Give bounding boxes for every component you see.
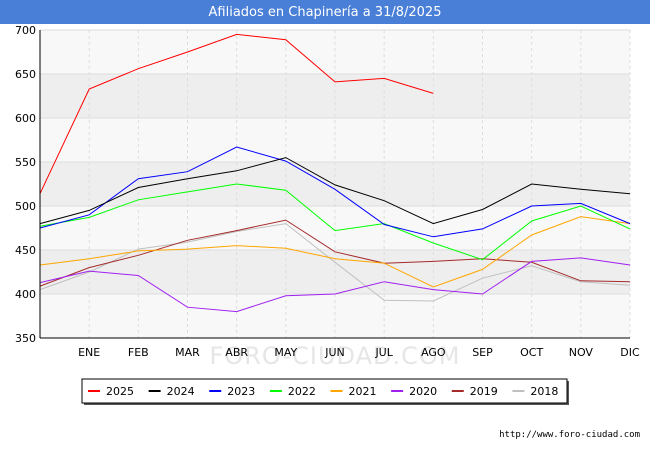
x-tick-label: JUN: [324, 346, 345, 359]
x-tick-label: MAR: [175, 346, 200, 359]
x-tick-label: DIC: [620, 346, 640, 359]
y-tick-label: 400: [15, 288, 36, 301]
source-url: http://www.foro-ciudad.com: [499, 430, 640, 440]
x-tick-label: SEP: [472, 346, 493, 359]
series-line-2021: [39, 216, 631, 288]
series-line-2018: [39, 223, 631, 302]
legend: 2025 2024 2023 2022 2021 2020 2019 2018: [81, 378, 569, 405]
x-tick-label: OCT: [520, 346, 543, 359]
y-tick-label: 500: [15, 200, 36, 213]
series-line-2023: [39, 146, 631, 238]
series-layer: [39, 33, 631, 313]
x-tick-label: AGO: [421, 346, 446, 359]
x-tick-label: JUL: [374, 346, 393, 359]
legend-box: [81, 378, 568, 404]
y-tick-labels: 350 400 450 500 550 600 650 700: [15, 24, 36, 345]
y-tick-label: 600: [15, 112, 36, 125]
x-tick-label: ABR: [225, 346, 248, 359]
legend-label-2022: 2022: [288, 385, 316, 398]
series-line-2024: [39, 157, 631, 225]
legend-label-2025: 2025: [106, 385, 134, 398]
legend-label-2021: 2021: [349, 385, 377, 398]
y-tick-label: 700: [15, 24, 36, 37]
series-line-2022: [39, 183, 631, 261]
legend-label-2019: 2019: [470, 385, 498, 398]
watermark-text: FORO-CIUDAD.COM: [210, 342, 461, 370]
series-line-2019: [39, 219, 631, 287]
y-tick-label: 550: [15, 156, 36, 169]
x-tick-label: NOV: [569, 346, 594, 359]
legend-label-2023: 2023: [227, 385, 255, 398]
x-tick-labels: ENE FEB MAR ABR MAY JUN JUL AGO SEP OCT NOV DIC: [78, 346, 640, 359]
y-tick-label: 450: [15, 244, 36, 257]
series-line-2025: [39, 33, 434, 194]
y-tick-label: 650: [15, 68, 36, 81]
legend-label-2024: 2024: [167, 385, 195, 398]
series-line-2020: [39, 257, 631, 313]
legend-label-2020: 2020: [409, 385, 437, 398]
x-tick-label: MAY: [274, 346, 297, 359]
x-tick-label: FEB: [128, 346, 149, 359]
y-tick-label: 350: [15, 332, 36, 345]
chart-title: Afiliados en Chapinería a 31/8/2025: [0, 0, 650, 24]
legend-label-2018: 2018: [530, 385, 558, 398]
x-tick-label: ENE: [78, 346, 100, 359]
